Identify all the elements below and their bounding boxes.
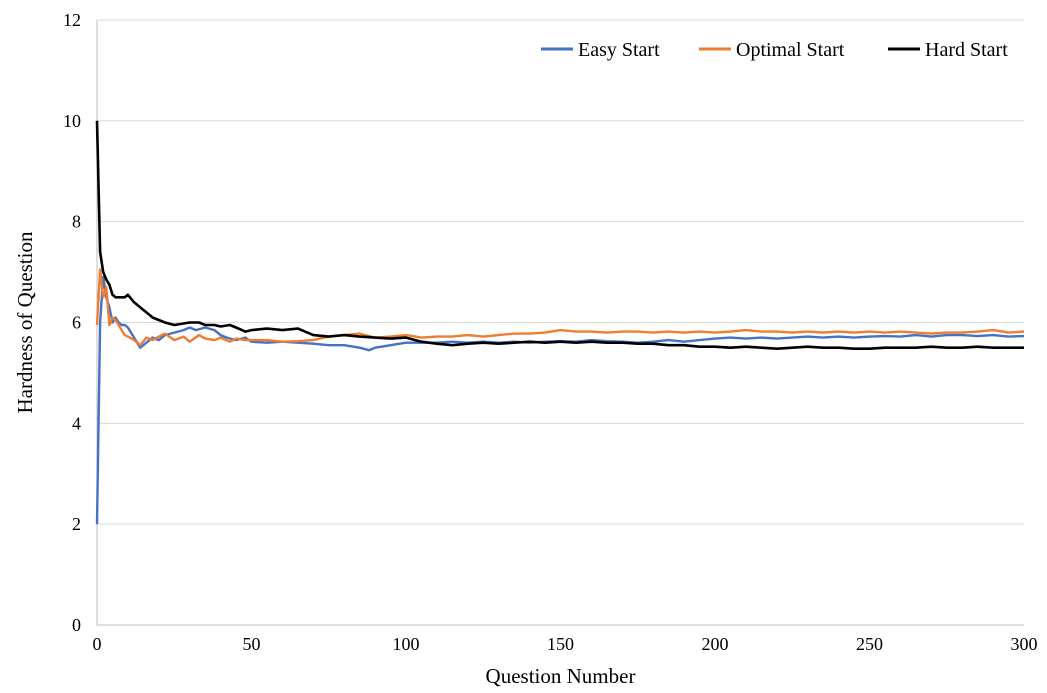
legend-item: Optimal Start — [699, 39, 845, 61]
y-tick-label: 6 — [72, 313, 81, 333]
series-line-easy-start — [95, 275, 1025, 525]
x-tick-label: 250 — [856, 634, 883, 654]
x-tick-label: 200 — [702, 634, 729, 654]
x-tick-label: 50 — [243, 634, 261, 654]
series-lines — [95, 120, 1025, 525]
legend: Easy Start Optimal Start Hard Start — [541, 39, 1008, 61]
x-tick-label: 100 — [393, 634, 420, 654]
x-tick-label: 0 — [93, 634, 102, 654]
x-axis-title: Question Number — [486, 664, 636, 688]
gridlines — [97, 19, 1024, 525]
series-line-hard-start — [95, 120, 1024, 351]
series-line-optimal-start — [95, 268, 1025, 347]
y-tick-label: 12 — [63, 10, 81, 30]
legend-item: Easy Start — [541, 39, 660, 61]
legend-label: Optimal Start — [736, 39, 845, 61]
legend-item: Hard Start — [888, 39, 1008, 61]
y-tick-label: 10 — [63, 111, 81, 131]
legend-label: Easy Start — [578, 39, 660, 61]
x-tick-label: 300 — [1011, 634, 1038, 654]
y-tick-label: 8 — [72, 212, 81, 232]
y-tick-label: 2 — [72, 514, 81, 534]
y-tick-label: 4 — [72, 413, 81, 433]
x-tick-label: 150 — [547, 634, 574, 654]
legend-label: Hard Start — [925, 39, 1008, 61]
y-tick-label: 0 — [72, 615, 81, 635]
y-axis-title: Hardness of Question — [13, 231, 37, 413]
